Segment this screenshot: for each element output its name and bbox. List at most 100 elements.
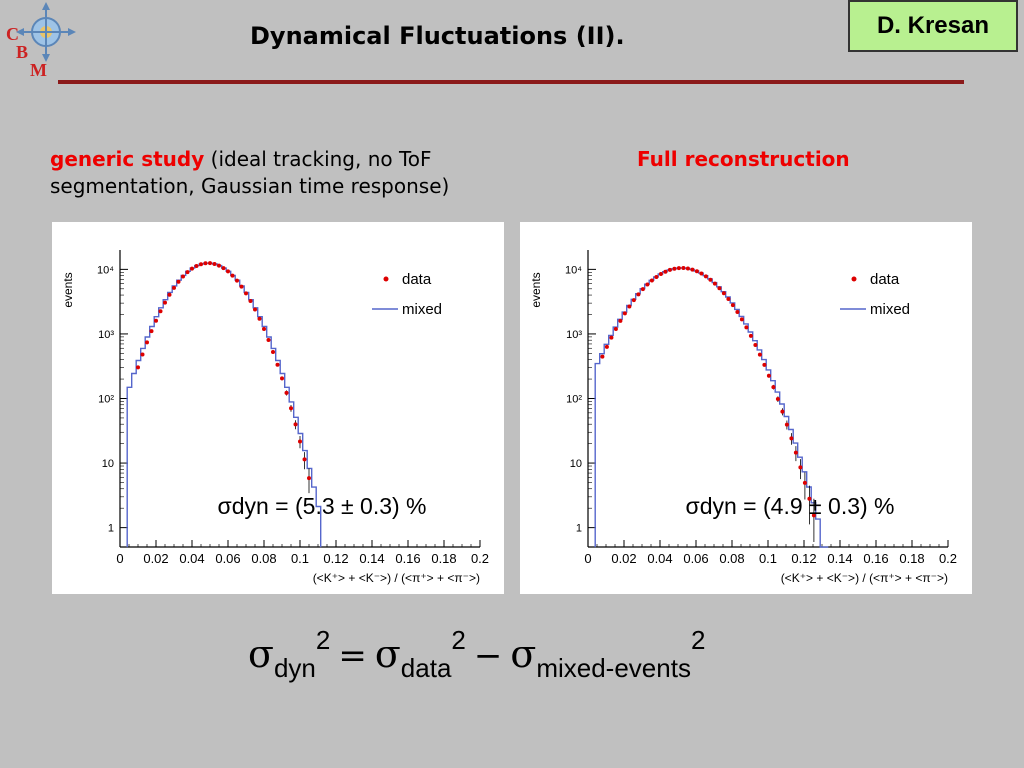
data-point — [798, 465, 803, 470]
formula-equals: = — [338, 636, 367, 676]
cbm-logo: C B M — [2, 2, 82, 80]
data-point — [699, 271, 704, 276]
data-point — [158, 309, 163, 314]
data-point — [703, 274, 708, 279]
y-tick-label: 1 — [576, 523, 582, 535]
x-tick-label: 0.04 — [647, 551, 672, 566]
data-point — [239, 284, 244, 289]
data-point — [708, 277, 713, 282]
x-tick-label: 0.06 — [215, 551, 240, 566]
data-point — [694, 269, 699, 274]
data-point — [293, 422, 298, 427]
x-tick-label: 0.1 — [759, 551, 777, 566]
data-point — [208, 261, 212, 266]
chart-generic-study: 0 0.02 0.04 0.06 0.08 0.1 0.12 0.14 0.16 0.18 0.2 1… — [61, 250, 489, 585]
legend-data-label: data — [870, 271, 900, 288]
legend-data-marker — [851, 276, 857, 282]
data-point — [793, 450, 798, 455]
data-point — [667, 267, 672, 272]
x-tick-label: 0.02 — [611, 551, 636, 566]
chart-panel-generic: 0 0.02 0.04 0.06 0.08 0.1 0.12 0.14 0.16 0.18 0.2 1… — [52, 222, 504, 594]
x-tick-label: 0.02 — [143, 551, 168, 566]
data-point — [140, 352, 145, 357]
y-tick-label: 10⁴ — [565, 264, 582, 276]
x-tick-label: 0.12 — [791, 551, 816, 566]
data-point — [685, 266, 690, 271]
data-point — [721, 291, 726, 296]
data-point — [266, 338, 271, 343]
y-tick-label: 10⁴ — [97, 264, 114, 276]
data-point — [235, 278, 239, 283]
data-point — [136, 365, 140, 370]
sigma-dyn-annotation: σdyn = (5.3 ± 0.3) % — [218, 493, 427, 519]
data-point — [726, 296, 731, 301]
data-point — [271, 349, 275, 354]
data-point — [780, 409, 785, 414]
data-point — [609, 335, 614, 340]
title-underline — [58, 80, 964, 84]
y-axis-label: events — [61, 272, 75, 307]
data-point — [253, 307, 257, 312]
formula-sub-dyn: dyn — [273, 653, 316, 683]
data-point — [248, 298, 253, 303]
author-name: D. Kresan — [876, 12, 990, 39]
data-point — [190, 266, 194, 271]
slide-title: Dynamical Fluctuations (II). — [250, 22, 625, 50]
x-tick-label: 0.04 — [179, 551, 204, 566]
data-point — [690, 267, 695, 272]
data-point — [149, 329, 154, 334]
data-point — [622, 311, 627, 316]
data-point — [789, 436, 794, 441]
data-point — [775, 397, 780, 402]
data-point — [730, 303, 735, 308]
data-point — [613, 326, 618, 331]
data-point — [600, 354, 605, 359]
left-caption-highlight: generic study — [50, 147, 205, 171]
x-axis-label: (<K⁺> + <K⁻>) / (<π⁺> + <π⁻>) — [781, 571, 948, 585]
logo-letter-m: M — [30, 60, 47, 80]
formula-sup: 2 — [690, 625, 706, 655]
data-point — [307, 476, 311, 481]
data-point — [163, 300, 167, 305]
data-point — [289, 406, 293, 411]
data-point — [748, 333, 753, 338]
x-tick-label: 0 — [584, 551, 591, 566]
logo-letter-b: B — [16, 42, 28, 62]
data-point — [284, 390, 289, 395]
data-point — [167, 292, 172, 297]
y-tick-label: 10² — [98, 394, 114, 406]
sigma-dyn-annotation: σdyn = (4.9 ± 0.3) % — [686, 493, 895, 519]
data-point — [658, 272, 663, 277]
data-point — [663, 269, 668, 274]
sigma-symbol: σ — [510, 632, 537, 676]
x-tick-label: 0.2 — [939, 551, 957, 566]
data-point — [280, 376, 284, 381]
data-point — [681, 266, 686, 271]
data-point — [212, 261, 217, 266]
chart-full-reconstruction: 0 0.02 0.04 0.06 0.08 0.1 0.12 0.14 0.16 0.18 0.2 1… — [529, 250, 957, 585]
data-point — [636, 292, 641, 297]
data-point — [676, 266, 681, 271]
data-point — [181, 274, 185, 279]
x-tick-label: 0.14 — [359, 551, 384, 566]
data-point — [811, 513, 816, 518]
chart-panel-full: 0 0.02 0.04 0.06 0.08 0.1 0.12 0.14 0.16 0.18 0.2 1… — [520, 222, 972, 594]
data-point — [244, 291, 248, 296]
data-point — [217, 263, 221, 268]
data-point — [221, 266, 226, 271]
formula-sup: 2 — [451, 625, 466, 655]
data-point — [226, 269, 230, 274]
data-point — [145, 340, 149, 345]
x-tick-label: 0.06 — [683, 551, 708, 566]
data-point — [230, 273, 235, 278]
legend-mixed-label: mixed — [402, 301, 442, 318]
y-tick-label: 10 — [102, 458, 114, 470]
y-tick-label: 10³ — [566, 329, 582, 341]
data-point — [654, 274, 659, 279]
formula-sub-mixed: mixed-events — [536, 653, 691, 683]
data-point — [807, 496, 812, 501]
x-tick-label: 0.14 — [827, 551, 852, 566]
formula-minus: − — [473, 636, 503, 676]
left-caption: generic study (ideal tracking, no ToF se… — [50, 146, 570, 200]
sigma-dyn-formula: σdyn2 = σdata2− σmixed-events2 — [248, 625, 705, 684]
